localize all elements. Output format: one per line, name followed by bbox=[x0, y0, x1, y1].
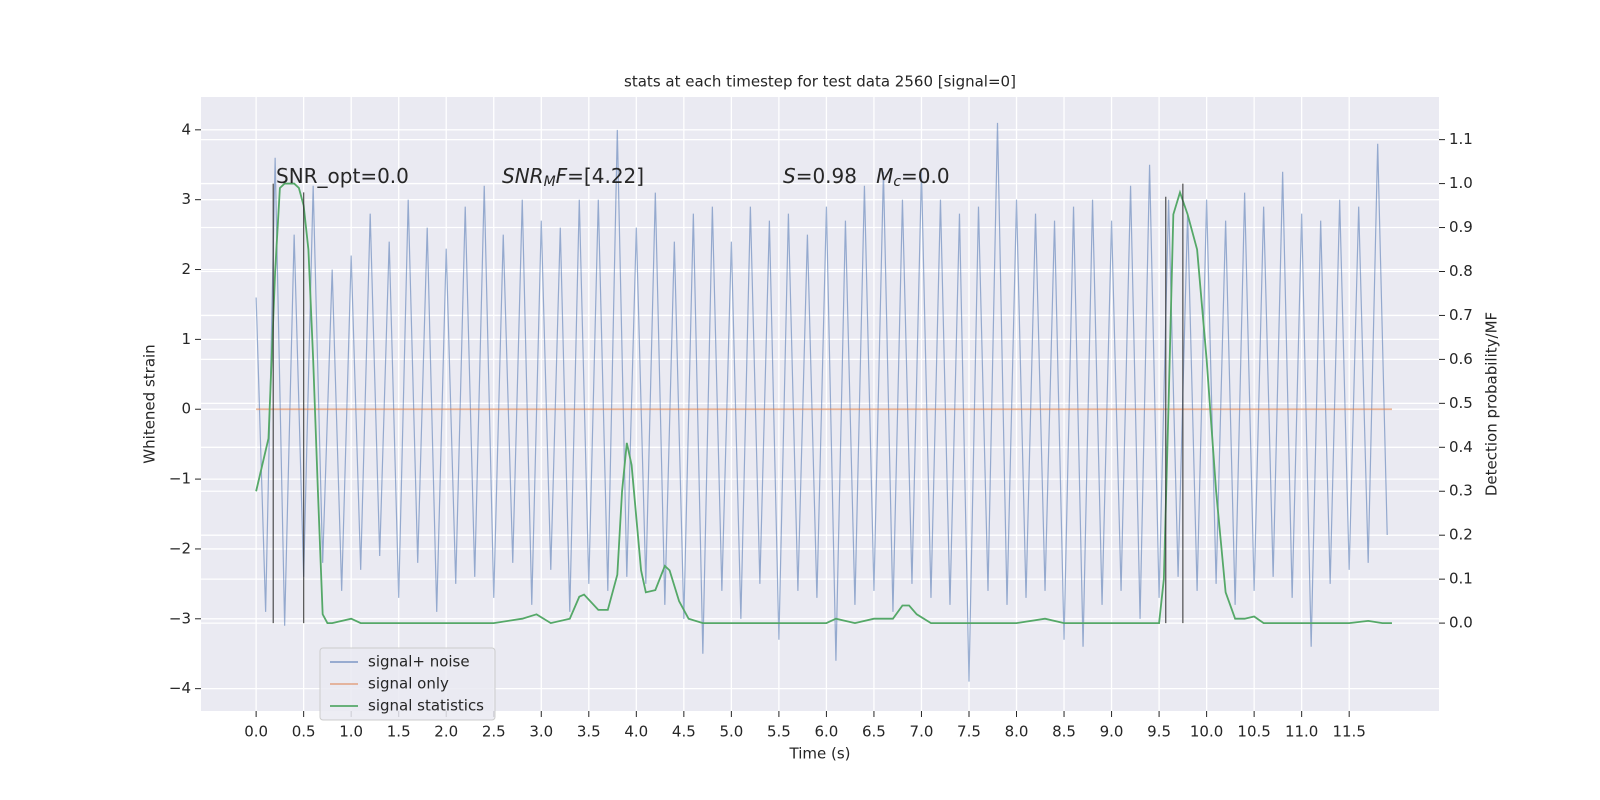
x-tick-label: 11.0 bbox=[1285, 723, 1318, 741]
x-tick-label: 3.5 bbox=[577, 723, 601, 741]
annotation-part: =0.0 bbox=[901, 164, 950, 188]
legend-label: signal statistics bbox=[368, 697, 484, 715]
x-tick-label: 10.5 bbox=[1237, 723, 1270, 741]
y2-tick-label: 0.7 bbox=[1449, 306, 1473, 324]
y-axis-label: Whitened strain bbox=[141, 344, 159, 463]
annotation-part: F bbox=[556, 164, 568, 188]
y-tick-label: −2 bbox=[169, 539, 191, 557]
annotation-part: SNR_opt=0.0 bbox=[276, 164, 409, 188]
y-tick-label: 0 bbox=[181, 400, 191, 418]
x-tick-label: 4.5 bbox=[672, 723, 696, 741]
x-tick-label: 9.5 bbox=[1147, 723, 1171, 741]
grid bbox=[201, 97, 1439, 711]
y2-tick-label: 0.0 bbox=[1449, 614, 1473, 632]
legend-label: signal only bbox=[368, 675, 449, 693]
y2-tick-label: 0.8 bbox=[1449, 262, 1473, 280]
y-tick-label: −1 bbox=[169, 470, 191, 488]
annotation: S=0.98 Mc=0.0 bbox=[783, 164, 950, 191]
x-tick-label: 6.0 bbox=[814, 723, 838, 741]
y-tick-label: 4 bbox=[181, 120, 191, 138]
annotation-part: =[4.22] bbox=[567, 164, 644, 188]
y2-tick-label: 0.2 bbox=[1449, 526, 1473, 544]
annotation-part: M bbox=[876, 164, 893, 188]
x-tick-label: 8.5 bbox=[1052, 723, 1076, 741]
series-line bbox=[255, 122, 1388, 682]
x-tick-label: 6.5 bbox=[862, 723, 886, 741]
y2-tick-label: 0.6 bbox=[1449, 350, 1473, 368]
y2-tick-label: 1.1 bbox=[1449, 130, 1473, 148]
legend: signal+ noise signal only signal statistic… bbox=[319, 647, 496, 721]
y-tick-label: 3 bbox=[181, 190, 191, 208]
y-tick-label: −4 bbox=[169, 679, 191, 697]
annotation: SNRMF=[4.22] bbox=[502, 164, 644, 191]
x-tick-label: 3.0 bbox=[529, 723, 553, 741]
x-tick-label: 5.5 bbox=[767, 723, 791, 741]
legend-box bbox=[319, 647, 496, 721]
x-axis-label: Time (s) bbox=[789, 745, 851, 763]
y-tick-label: 2 bbox=[181, 260, 191, 278]
annotation-part: S bbox=[783, 164, 796, 188]
x-tick-label: 9.0 bbox=[1100, 723, 1124, 741]
y2-tick-label: 0.3 bbox=[1449, 482, 1473, 500]
x-tick-label: 5.0 bbox=[719, 723, 743, 741]
x-tick-label: 7.5 bbox=[957, 723, 981, 741]
y-tick-label: −3 bbox=[169, 609, 191, 627]
annotation-part: c bbox=[893, 174, 901, 190]
y2-tick-label: 0.5 bbox=[1449, 394, 1473, 412]
x-tick-label: 7.0 bbox=[910, 723, 934, 741]
series-line bbox=[255, 182, 1392, 625]
x-tick-label: 4.0 bbox=[624, 723, 648, 741]
y2-axis-label: Detection probability/MF bbox=[1483, 312, 1501, 496]
x-tick-label: 1.0 bbox=[339, 723, 363, 741]
annotation: SNR_opt=0.0 bbox=[276, 164, 409, 188]
y-tick-label: 1 bbox=[181, 330, 191, 348]
y2-tick-label: 1.0 bbox=[1449, 174, 1473, 192]
annotation-part: =0.98 bbox=[796, 164, 876, 188]
x-tick-label: 0.0 bbox=[244, 723, 268, 741]
x-tick-label: 2.0 bbox=[434, 723, 458, 741]
x-tick-label: 8.0 bbox=[1005, 723, 1029, 741]
x-tick-label: 1.5 bbox=[387, 723, 411, 741]
x-tick-label: 10.0 bbox=[1190, 723, 1223, 741]
y2-tick-label: 0.4 bbox=[1449, 438, 1473, 456]
x-tick-label: 11.5 bbox=[1332, 723, 1365, 741]
y2-tick-label: 0.1 bbox=[1449, 570, 1473, 588]
legend-label: signal+ noise bbox=[368, 653, 470, 671]
y2-tick-label: 0.9 bbox=[1449, 218, 1473, 236]
chart-title: stats at each timestep for test data 256… bbox=[624, 73, 1016, 91]
x-tick-label: 0.5 bbox=[292, 723, 316, 741]
x-tick-label: 2.5 bbox=[482, 723, 506, 741]
annotation-part: SNR bbox=[502, 164, 544, 188]
annotation-part: M bbox=[544, 174, 556, 190]
